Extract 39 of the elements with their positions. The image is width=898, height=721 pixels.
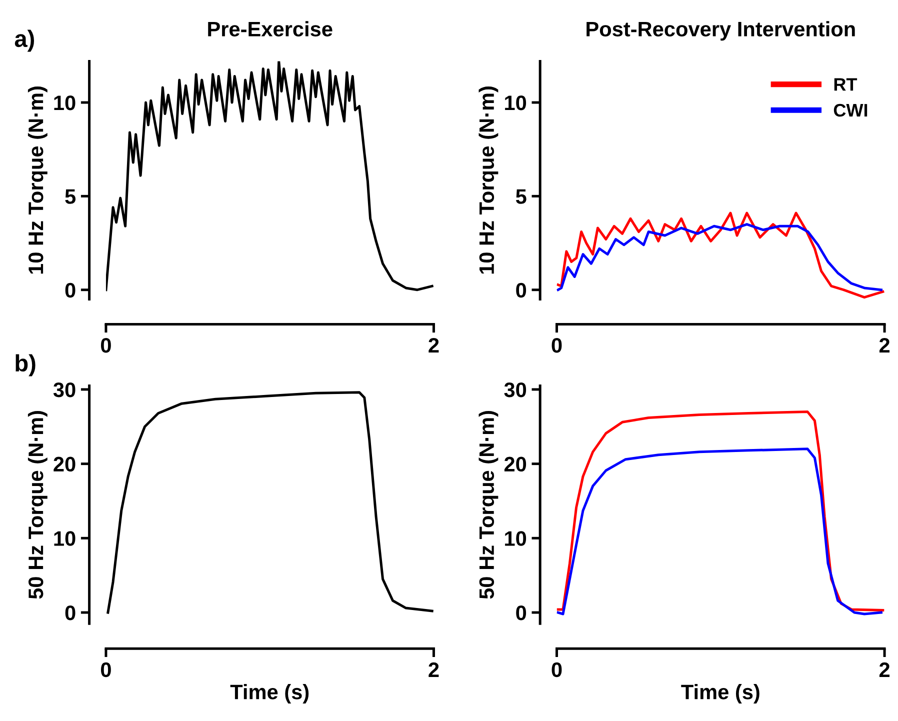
x-tick-label: 0 bbox=[552, 338, 562, 353]
y-tick-label: 0 bbox=[516, 282, 526, 298]
chart-title: Post-Recovery Intervention bbox=[586, 21, 855, 41]
y-tick-label: 0 bbox=[65, 282, 76, 298]
y-tick-label: 10 bbox=[54, 531, 76, 546]
text: b) bbox=[16, 354, 36, 376]
legend-label: RT bbox=[834, 78, 858, 91]
y-axis-title: 10 Hz Torque (N·m) bbox=[478, 86, 498, 274]
x-tick-label: 0 bbox=[552, 662, 562, 678]
y-axis-title: 10 Hz Torque (N·m) bbox=[28, 86, 48, 274]
y-tick-label: 10 bbox=[505, 96, 526, 110]
x-tick-label: 2 bbox=[879, 338, 890, 353]
x-axis-title: Time (s) bbox=[681, 684, 760, 704]
chart-title: Pre-Exercise bbox=[208, 21, 332, 36]
line-series bbox=[106, 61, 434, 292]
x-tick-label: 0 bbox=[100, 338, 111, 353]
y-tick-label: 0 bbox=[516, 606, 526, 620]
y-tick-label: 30 bbox=[53, 382, 76, 398]
y-tick-label: 10 bbox=[505, 531, 526, 546]
y-tick-label: 20 bbox=[54, 456, 76, 472]
x-tick-label: 2 bbox=[879, 662, 890, 677]
y-tick-label: 20 bbox=[504, 456, 526, 472]
line-series bbox=[106, 391, 434, 614]
y-tick-label: 5 bbox=[65, 189, 76, 204]
x-tick-label: 2 bbox=[428, 338, 439, 353]
y-tick-label: 5 bbox=[516, 189, 526, 204]
line-series bbox=[556, 448, 882, 616]
y-axis-title: 50 Hz Torque (N·m) bbox=[28, 411, 48, 599]
line-series bbox=[556, 223, 882, 292]
x-axis-title: Time (s) bbox=[230, 684, 309, 704]
y-tick-label: 0 bbox=[65, 606, 76, 620]
text: a) bbox=[14, 30, 34, 52]
line-series bbox=[556, 212, 884, 299]
x-tick-label: 0 bbox=[100, 662, 111, 678]
x-tick-label: 2 bbox=[428, 662, 439, 677]
y-tick-label: 10 bbox=[54, 96, 76, 110]
legend-label: CWI bbox=[834, 104, 868, 117]
y-axis-title: 50 Hz Torque (N·m) bbox=[478, 411, 498, 599]
y-tick-label: 30 bbox=[504, 382, 526, 398]
